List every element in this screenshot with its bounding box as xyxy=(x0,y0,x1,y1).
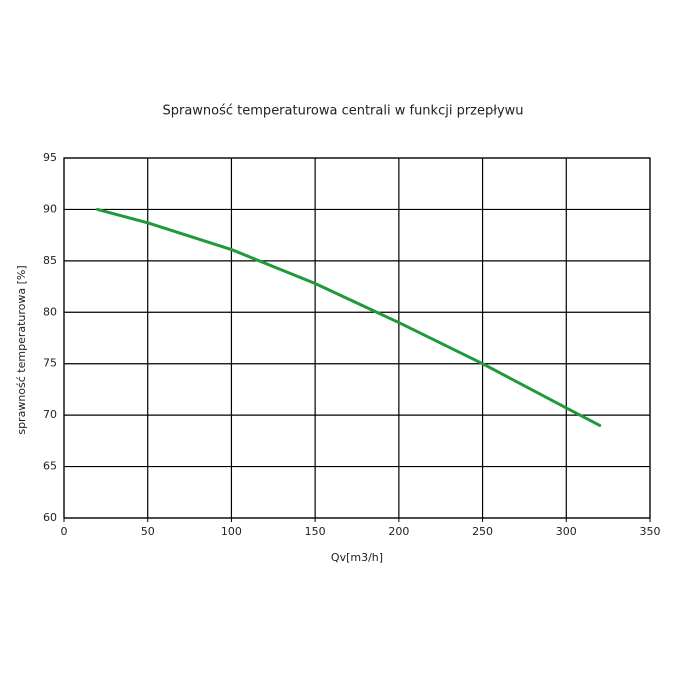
plot-frame xyxy=(63,157,651,519)
y-axis-label: sprawność temperaturowa [%] xyxy=(15,265,28,434)
x-tick-label: 350 xyxy=(640,525,661,538)
x-axis-label: Qv[m3/h] xyxy=(331,551,383,564)
x-tick-label: 150 xyxy=(305,525,326,538)
x-tick-label: 0 xyxy=(61,525,68,538)
y-tick-label: 60 xyxy=(43,511,57,524)
x-tick-label: 250 xyxy=(472,525,493,538)
y-tick-label: 95 xyxy=(43,151,57,164)
x-tick-label: 50 xyxy=(141,525,155,538)
data-line xyxy=(95,207,602,427)
y-tick-label: 85 xyxy=(43,254,57,267)
x-tick-label: 300 xyxy=(556,525,577,538)
y-tick-label: 80 xyxy=(43,305,57,318)
y-tick-label: 90 xyxy=(43,202,57,215)
y-tick-label: 65 xyxy=(43,460,57,473)
y-tick-label: 75 xyxy=(43,357,57,370)
y-tick-label: 70 xyxy=(43,408,57,421)
chart-title: Sprawność temperaturowa centrali w funkc… xyxy=(162,104,523,119)
x-tick-label: 100 xyxy=(221,525,242,538)
x-tick-label: 200 xyxy=(388,525,409,538)
